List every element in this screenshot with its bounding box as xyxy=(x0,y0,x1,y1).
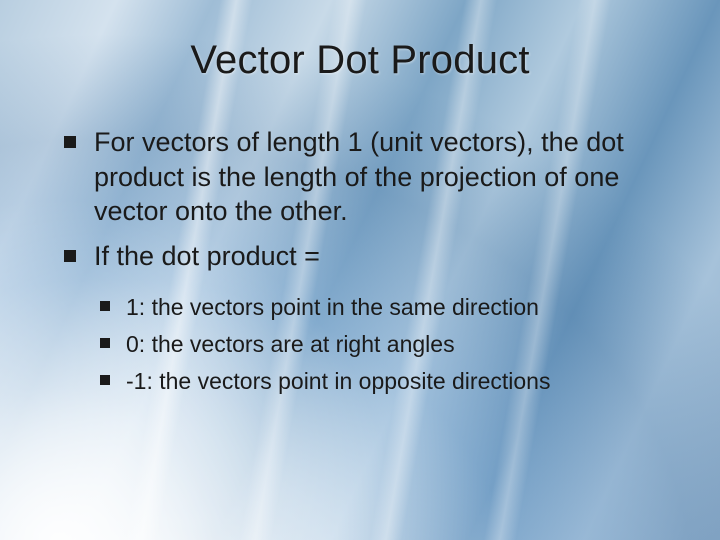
bullet-list: For vectors of length 1 (unit vectors), … xyxy=(60,125,660,397)
bullet-text: If the dot product = xyxy=(94,241,320,271)
sub-bullet-text: 1: the vectors point in the same directi… xyxy=(126,294,539,320)
sub-bullet-text: 0: the vectors are at right angles xyxy=(126,331,455,357)
bullet-text: For vectors of length 1 (unit vectors), … xyxy=(94,127,624,226)
slide: Vector Dot Product For vectors of length… xyxy=(0,0,720,540)
sub-bullet-item: 0: the vectors are at right angles xyxy=(98,328,660,361)
bullet-item: If the dot product = 1: the vectors poin… xyxy=(60,239,660,398)
sub-bullet-list: 1: the vectors point in the same directi… xyxy=(98,291,660,397)
sub-bullet-item: 1: the vectors point in the same directi… xyxy=(98,291,660,324)
sub-bullet-text: -1: the vectors point in opposite direct… xyxy=(126,368,550,394)
bullet-item: For vectors of length 1 (unit vectors), … xyxy=(60,125,660,229)
slide-title: Vector Dot Product xyxy=(60,38,660,83)
sub-bullet-item: -1: the vectors point in opposite direct… xyxy=(98,365,660,398)
